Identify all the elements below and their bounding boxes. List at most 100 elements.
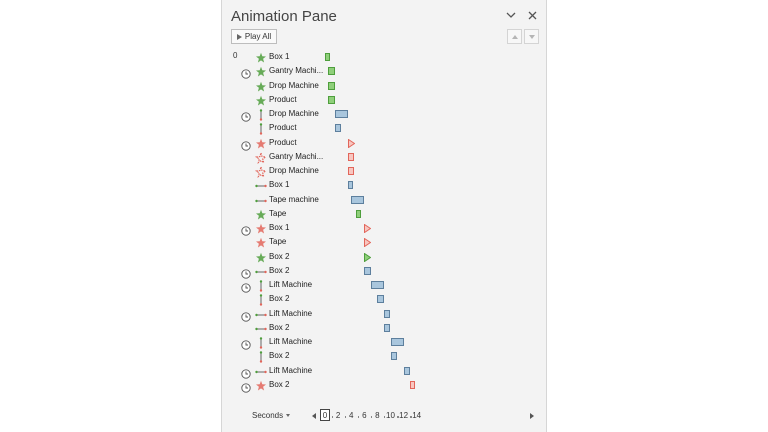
motion-path-vertical-icon [255, 336, 267, 349]
timing-bar[interactable] [347, 167, 355, 175]
timeline-tick-label: 10 [386, 411, 395, 420]
animation-pane: Animation Pane Play All 0 Box 1 Gantry Mac… [221, 0, 547, 432]
timing-marker[interactable] [364, 224, 372, 233]
seconds-label: Seconds [252, 411, 284, 420]
item-label: Box 2 [269, 379, 290, 389]
timeline-tick-dot [331, 416, 334, 418]
motion-path-horizontal-icon [255, 322, 267, 334]
list-item[interactable]: Drop Machine [222, 164, 548, 178]
after-previous-clock-icon [241, 138, 251, 151]
timing-bar[interactable] [328, 95, 335, 104]
move-down-icon [528, 34, 535, 39]
item-label: Gantry Machi... [269, 151, 324, 161]
scroll-left-icon [312, 413, 316, 419]
seconds-dropdown[interactable]: Seconds [252, 411, 291, 420]
list-item[interactable]: Box 2 [222, 349, 548, 363]
list-item[interactable]: Lift Machine [222, 307, 548, 322]
list-item[interactable]: Tape [222, 207, 548, 221]
timing-bar[interactable] [328, 67, 335, 76]
timeline-scroll-left[interactable] [310, 411, 318, 421]
list-item[interactable]: Box 2 [222, 264, 548, 279]
timing-bar[interactable] [347, 181, 353, 190]
list-item[interactable]: Tape [222, 235, 548, 249]
timing-bar[interactable] [390, 338, 404, 346]
timing-bar[interactable] [347, 152, 355, 161]
item-label: Box 2 [269, 322, 290, 332]
list-item[interactable]: Drop Machine [222, 79, 548, 93]
close-icon[interactable] [525, 8, 539, 22]
motion-path-vertical-icon [255, 279, 267, 292]
list-item[interactable]: Drop Machine [222, 107, 548, 122]
timing-bar[interactable] [383, 323, 391, 332]
after-previous-clock-icon [241, 380, 251, 393]
move-down-button[interactable] [524, 29, 539, 44]
timing-bar[interactable] [334, 110, 348, 118]
list-item[interactable]: Product [222, 121, 548, 135]
list-item[interactable]: Product [222, 136, 548, 151]
list-item[interactable]: Lift Machine [222, 278, 548, 293]
item-label: Drop Machine [269, 166, 319, 175]
list-item[interactable]: Box 2 [222, 292, 548, 306]
timing-bar[interactable] [356, 209, 362, 218]
timeline-tick-dot [383, 416, 386, 418]
exit-fade-icon [254, 150, 268, 164]
exit-star-icon [255, 222, 267, 234]
timing-bar[interactable] [325, 53, 330, 61]
after-previous-clock-icon [241, 66, 251, 79]
entrance-star-icon [255, 208, 267, 220]
list-item[interactable]: Box 2 [222, 250, 548, 264]
list-item[interactable]: Box 2 [222, 378, 548, 393]
list-item[interactable]: Box 1 [222, 178, 548, 192]
timing-bar[interactable] [364, 266, 371, 275]
list-item[interactable]: Product [222, 93, 548, 107]
timeline-tick-label: 8 [375, 411, 380, 420]
timing-marker[interactable] [364, 238, 372, 248]
item-label: Box 2 [269, 251, 290, 261]
after-previous-clock-icon [241, 223, 251, 236]
timing-bar[interactable] [328, 81, 335, 90]
entrance-star-icon [255, 251, 267, 263]
timeline-tick-dot [397, 416, 399, 418]
list-item[interactable]: 0 Box 1 [222, 50, 548, 64]
timing-marker[interactable] [364, 252, 372, 262]
list-item[interactable]: Box 1 [222, 221, 548, 236]
entrance-star-icon [255, 94, 267, 106]
timing-bar[interactable] [370, 281, 384, 289]
timing-bar[interactable] [377, 295, 384, 304]
after-previous-clock-icon [241, 337, 251, 350]
item-label: Drop Machine [269, 80, 319, 90]
item-label: Box 1 [269, 223, 290, 232]
list-item[interactable]: Lift Machine [222, 335, 548, 350]
after-previous-clock-icon [241, 266, 251, 279]
item-label: Lift Machine [269, 337, 313, 346]
list-item[interactable]: Lift Machine [222, 364, 548, 379]
timing-bar[interactable] [410, 380, 416, 389]
timing-bar[interactable] [383, 309, 391, 318]
motion-path-horizontal-icon [255, 179, 267, 191]
timeline-zero-marker [320, 409, 330, 421]
play-all-button[interactable]: Play All [231, 29, 277, 44]
timing-bar[interactable] [390, 352, 398, 361]
item-label: Tape [269, 237, 287, 247]
chevron-down-icon[interactable] [504, 8, 518, 22]
move-up-button[interactable] [507, 29, 522, 44]
list-item[interactable]: Gantry Machi... [222, 150, 548, 164]
exit-star-icon [255, 236, 267, 248]
timing-bar[interactable] [351, 195, 365, 204]
timeline-tick-label: 4 [348, 411, 354, 420]
timeline-tick-label: 6 [362, 411, 367, 420]
list-item[interactable]: Box 2 [222, 321, 548, 335]
timeline-scroll-right[interactable] [528, 411, 536, 421]
motion-path-horizontal-icon [255, 194, 267, 206]
item-label: Box 2 [269, 265, 290, 275]
timeline-tick-dot [357, 416, 360, 418]
motion-path-vertical-icon [255, 293, 267, 306]
list-item[interactable]: Gantry Machi... [222, 64, 548, 79]
item-label: Box 1 [269, 52, 290, 61]
motion-path-horizontal-icon [255, 308, 267, 320]
timing-bar[interactable] [334, 124, 342, 133]
timing-bar[interactable] [403, 366, 411, 375]
list-item[interactable]: Tape machine [222, 193, 548, 207]
timeline-tick-dot [410, 416, 412, 418]
timing-marker[interactable] [347, 138, 355, 148]
